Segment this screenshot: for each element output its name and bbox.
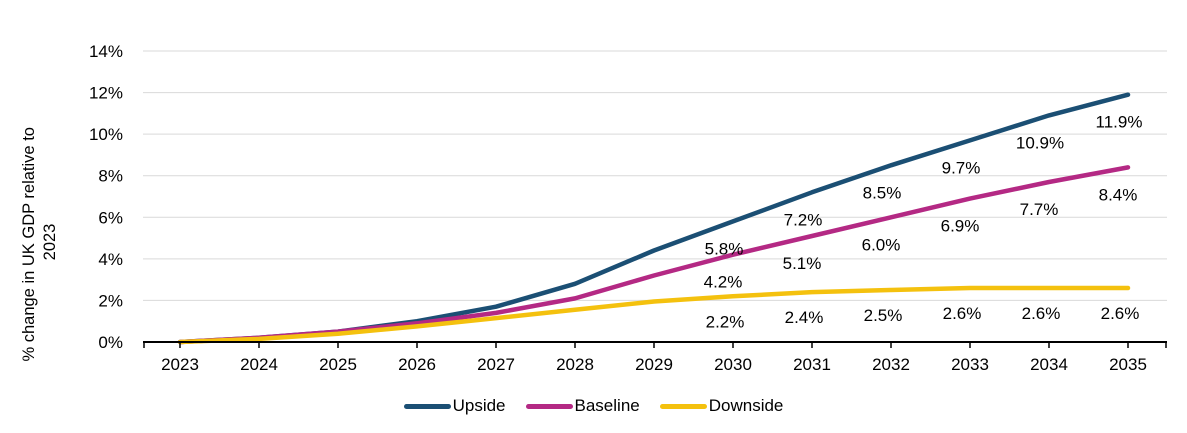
x-tick-label: 2032 bbox=[872, 355, 910, 374]
y-axis-title: % change in UK GDP relative to 2023 bbox=[20, 122, 59, 361]
x-tick-label: 2028 bbox=[556, 355, 594, 374]
upside-value-label: 5.8% bbox=[705, 239, 744, 258]
downside-value-label: 2.2% bbox=[706, 312, 745, 331]
baseline-line bbox=[177, 165, 1131, 345]
gridlines bbox=[143, 50, 1167, 301]
x-tick-label: 2025 bbox=[319, 355, 357, 374]
x-tick-label: 2033 bbox=[951, 355, 989, 374]
x-tick-label: 2024 bbox=[240, 355, 278, 374]
downside-line bbox=[177, 285, 1131, 345]
upside-value-label: 9.7% bbox=[942, 158, 981, 177]
baseline-value-label: 6.9% bbox=[941, 217, 980, 236]
legend: Upside Baseline Downside bbox=[0, 396, 1187, 416]
y-tick-label: 12% bbox=[89, 84, 123, 103]
y-tick-label: 2% bbox=[98, 291, 123, 310]
upside-value-label: 10.9% bbox=[1016, 133, 1064, 152]
legend-label-baseline: Baseline bbox=[574, 396, 640, 415]
x-tick-label: 2027 bbox=[477, 355, 515, 374]
baseline-value-label: 8.4% bbox=[1099, 185, 1138, 204]
x-tick-label: 2034 bbox=[1030, 355, 1068, 374]
legend-label-upside: Upside bbox=[452, 396, 506, 415]
baseline-value-label: 6.0% bbox=[862, 235, 901, 254]
y-tick-label: 6% bbox=[98, 208, 123, 227]
y-tick-label: 0% bbox=[98, 333, 123, 352]
upside-line bbox=[177, 92, 1131, 345]
x-tick-label: 2035 bbox=[1109, 355, 1147, 374]
upside-line-swatch-icon bbox=[403, 403, 451, 409]
x-tick-label: 2031 bbox=[793, 355, 831, 374]
x-tick-label: 2026 bbox=[398, 355, 436, 374]
x-axis-tick-labels: 2023 2024 2025 2026 2027 2028 2029 2030 2031 2032… bbox=[161, 355, 1147, 374]
upside-value-label: 8.5% bbox=[863, 183, 902, 202]
downside-value-label: 2.6% bbox=[1022, 304, 1061, 323]
downside-line-swatch-icon bbox=[659, 403, 707, 409]
upside-value-label: 7.2% bbox=[784, 210, 823, 229]
x-axis bbox=[143, 341, 1167, 348]
legend-item-baseline: Baseline bbox=[525, 396, 640, 416]
x-tick-label: 2030 bbox=[714, 355, 752, 374]
legend-item-downside: Downside bbox=[659, 396, 784, 416]
legend-item-upside: Upside bbox=[403, 396, 506, 416]
y-tick-label: 10% bbox=[89, 125, 123, 144]
baseline-value-label: 7.7% bbox=[1020, 200, 1059, 219]
series-lines bbox=[177, 92, 1131, 345]
downside-value-label: 2.6% bbox=[1101, 304, 1140, 323]
baseline-line-swatch-icon bbox=[525, 403, 573, 409]
data-point-labels: 5.8% 7.2% 8.5% 9.7% 10.9% 11.9% 4.2% 5.1% 6.0% 6.… bbox=[704, 113, 1143, 332]
y-tick-label: 4% bbox=[98, 250, 123, 269]
y-tick-label: 8% bbox=[98, 167, 123, 186]
x-tick-label: 2023 bbox=[161, 355, 199, 374]
downside-value-label: 2.5% bbox=[864, 306, 903, 325]
downside-value-label: 2.4% bbox=[785, 308, 824, 327]
y-tick-label: 14% bbox=[89, 42, 123, 61]
upside-value-label: 11.9% bbox=[1096, 113, 1143, 132]
y-axis-tick-labels: 0% 2% 4% 6% 8% 10% 12% 14% bbox=[89, 42, 123, 352]
legend-label-downside: Downside bbox=[708, 396, 784, 415]
baseline-value-label: 5.1% bbox=[783, 254, 822, 273]
downside-value-label: 2.6% bbox=[943, 304, 982, 323]
baseline-value-label: 4.2% bbox=[704, 273, 743, 292]
x-tick-label: 2029 bbox=[635, 355, 673, 374]
